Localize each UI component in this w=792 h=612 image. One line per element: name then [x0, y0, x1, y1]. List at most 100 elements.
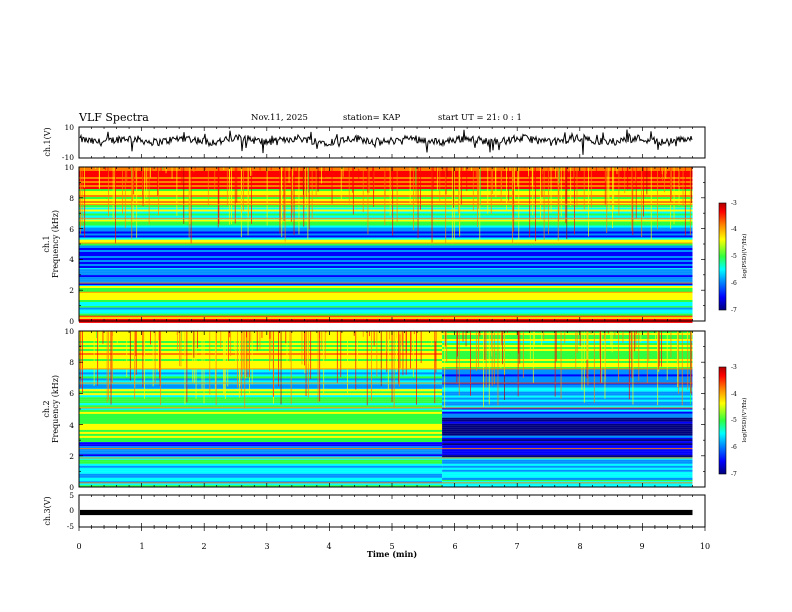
spectrogram-streak	[635, 167, 637, 181]
spectrogram-streak	[566, 167, 568, 240]
spectrogram-streak	[502, 331, 503, 365]
spectrogram-streak	[181, 167, 183, 185]
spectrogram-row	[79, 461, 443, 464]
spectrogram-streak	[555, 331, 557, 362]
spectrogram-streak	[466, 167, 468, 191]
spectrogram-streak	[116, 331, 118, 345]
spectrogram-streak	[658, 331, 660, 367]
spectrogram-row	[79, 374, 443, 377]
spectrogram-streak	[144, 167, 146, 203]
spectrogram-streak	[358, 167, 360, 181]
spectrogram-row	[79, 271, 693, 274]
spectrogram-row	[79, 481, 443, 484]
spectrogram-streak	[627, 167, 629, 190]
spectrogram-streak	[192, 331, 194, 383]
spectrogram-row	[79, 199, 693, 202]
spectrogram-row	[79, 225, 693, 228]
spectrogram-row	[442, 471, 693, 474]
spectrogram-row	[79, 423, 443, 426]
ch1-trace	[79, 129, 693, 155]
spectrogram-streak	[616, 167, 618, 175]
spectrogram-row	[79, 367, 443, 370]
spectrogram-streak	[247, 167, 249, 236]
xtick-4: 4	[326, 542, 331, 551]
ch2-cb-tick-6: -6	[731, 444, 737, 451]
spectrogram-row	[442, 469, 693, 472]
spectrogram-streak	[445, 167, 447, 195]
ch1-cb-tick-3: -3	[731, 200, 737, 207]
spectrogram-streak	[570, 167, 572, 207]
ch1-spectrogram-panel: 0 2 4 6 8 10 ch.1 Frequency (kHz) -3 -4 …	[42, 163, 748, 326]
spectrogram-streak	[290, 167, 292, 173]
spectrogram-line	[79, 482, 693, 484]
spectrogram-row	[442, 483, 693, 486]
spectrogram-streak	[444, 331, 446, 347]
ch1-cb-tick-5: -5	[731, 253, 737, 260]
spectrogram-row	[442, 463, 693, 466]
spectrogram-streak	[490, 167, 492, 214]
spectrogram-streak	[122, 167, 123, 214]
spectrogram-streak	[412, 331, 414, 377]
spectrogram-streak	[186, 331, 188, 403]
spectrogram-line	[79, 368, 693, 370]
spectrogram-row	[442, 413, 693, 416]
spectrogram-streak	[241, 331, 243, 377]
spectrogram-streak	[188, 167, 190, 238]
spectrogram-streak	[218, 167, 220, 224]
spectrogram-row	[442, 403, 693, 406]
spectrogram-streak	[573, 167, 575, 179]
spectrogram-row	[79, 337, 443, 340]
spectrogram-row	[79, 207, 693, 210]
spectrogram-row	[79, 415, 443, 418]
spectrogram-row	[79, 173, 693, 176]
ch2-channel-label: ch.2	[42, 400, 51, 417]
spectrogram-row	[442, 343, 693, 346]
spectrogram-row	[79, 393, 443, 396]
spectrogram-streak	[465, 331, 467, 347]
spectrogram-streak	[293, 167, 295, 235]
spectrogram-row	[442, 333, 693, 336]
spectrogram-row	[442, 355, 693, 358]
xtick-7: 7	[514, 542, 519, 551]
spectrogram-streak	[372, 167, 374, 181]
spectrogram-streak	[666, 331, 668, 380]
spectrogram-streak	[203, 331, 205, 404]
spectrogram-streak	[176, 331, 178, 335]
spectrogram-streak	[453, 167, 455, 208]
spectrogram-streak	[614, 331, 616, 339]
spectrogram-streak	[635, 167, 637, 219]
spectrogram-streak	[576, 167, 578, 207]
spectrogram-streak	[501, 167, 502, 192]
spectrogram-streak	[417, 167, 419, 239]
spectrogram-row	[79, 357, 443, 360]
spectrogram-streak	[102, 331, 104, 344]
xtick-1: 1	[139, 542, 144, 551]
spectrogram-row	[79, 290, 693, 293]
spectrogram-streak	[529, 167, 531, 238]
spectrogram-streak	[189, 167, 191, 225]
spectrogram-streak	[643, 167, 644, 217]
spectrogram-row	[79, 283, 693, 286]
spectrogram-streak	[583, 331, 585, 403]
spectrogram-streak	[632, 331, 634, 405]
spectrogram-row	[79, 187, 693, 190]
spectrogram-streak	[236, 167, 238, 203]
spectrogram-streak	[227, 331, 229, 387]
spectrogram-streak	[657, 331, 659, 406]
spectrogram-streak	[133, 167, 135, 195]
spectrogram-row	[442, 397, 693, 400]
spectrogram-streak	[304, 331, 306, 374]
spectrogram-streak	[197, 331, 198, 349]
spectrogram-streak	[246, 167, 248, 169]
spectrogram-streak	[443, 331, 445, 334]
spectrogram-streak	[190, 167, 192, 244]
spectrogram-row	[442, 407, 693, 410]
spectrogram-streak	[288, 167, 290, 184]
spectrogram-streak	[435, 331, 437, 362]
spectrogram-row	[79, 391, 443, 394]
spectrogram-streak	[507, 331, 508, 333]
ch1-freq-tick-0: 0	[69, 317, 74, 326]
spectrogram-row	[442, 461, 693, 464]
spectrogram-row	[79, 437, 443, 440]
spectrogram-streak	[270, 331, 272, 362]
